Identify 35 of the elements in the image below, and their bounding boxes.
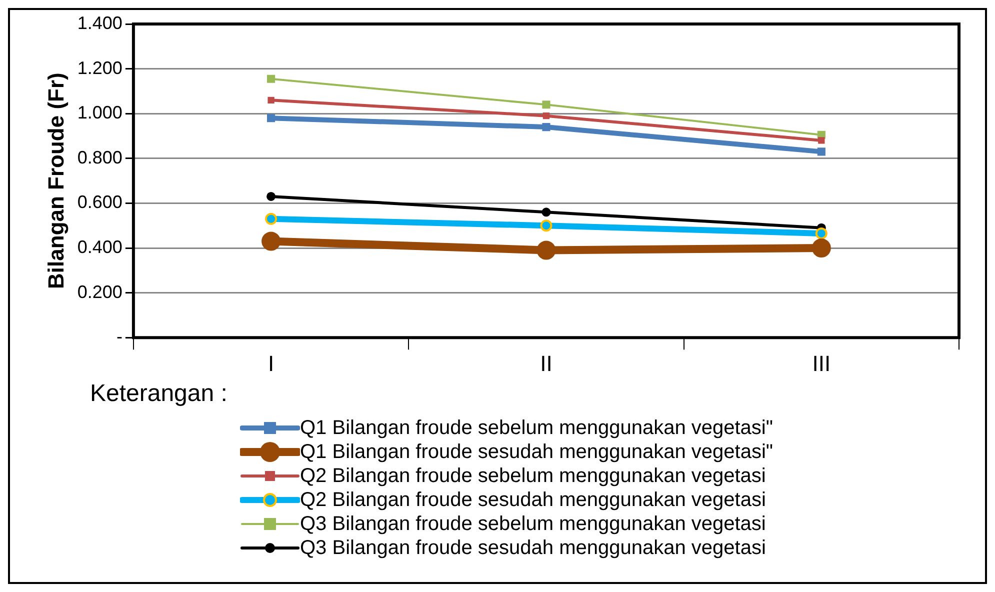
- point: [265, 212, 278, 225]
- point: [818, 137, 825, 144]
- x-tick-label: III: [812, 350, 831, 376]
- point: [540, 220, 552, 232]
- legend-label: Q2 Bilangan froude sebelum menggunakan vegetasi: [300, 464, 766, 488]
- point: [267, 114, 276, 122]
- y-tick-label: 1.000: [77, 102, 122, 123]
- legend-label: Q1 Bilangan froude sebelum menggunakan vegetasi": [300, 416, 773, 440]
- legend-label: Q2 Bilangan froude sesudah menggunakan vegetasi: [300, 488, 766, 512]
- point: [542, 123, 550, 132]
- point: [262, 232, 281, 251]
- point: [267, 74, 276, 83]
- legend-label: Q3 Bilangan froude sesudah menggunakan vegetasi: [300, 536, 766, 560]
- point: [542, 100, 550, 109]
- legend-title: Keterangan :: [90, 380, 228, 408]
- x-tick-label: I: [268, 350, 274, 376]
- y-tick-label: 1.200: [77, 58, 122, 78]
- y-tick-label: -: [116, 326, 122, 347]
- legend-label: Q3 Bilangan froude sebelum menggunakan vegetasi: [300, 512, 766, 536]
- point: [536, 240, 556, 260]
- point: [817, 148, 826, 156]
- y-tick-label: 0.600: [77, 192, 122, 212]
- x-tick-label: II: [540, 350, 552, 376]
- legend-label: Q1 Bilangan froude sesudah menggunakan vegetasi": [300, 440, 773, 464]
- point: [268, 96, 274, 104]
- point: [542, 208, 551, 217]
- y-tick-label: 1.400: [77, 12, 122, 33]
- y-tick-label: 0.400: [77, 236, 122, 257]
- point: [812, 238, 831, 258]
- y-tick-label: 0.800: [77, 147, 122, 168]
- point: [815, 227, 828, 240]
- y-axis-title: Bilangan Froude (Fr): [43, 72, 68, 289]
- point: [266, 192, 276, 201]
- y-tick-label: 0.200: [77, 282, 122, 302]
- point: [542, 112, 550, 120]
